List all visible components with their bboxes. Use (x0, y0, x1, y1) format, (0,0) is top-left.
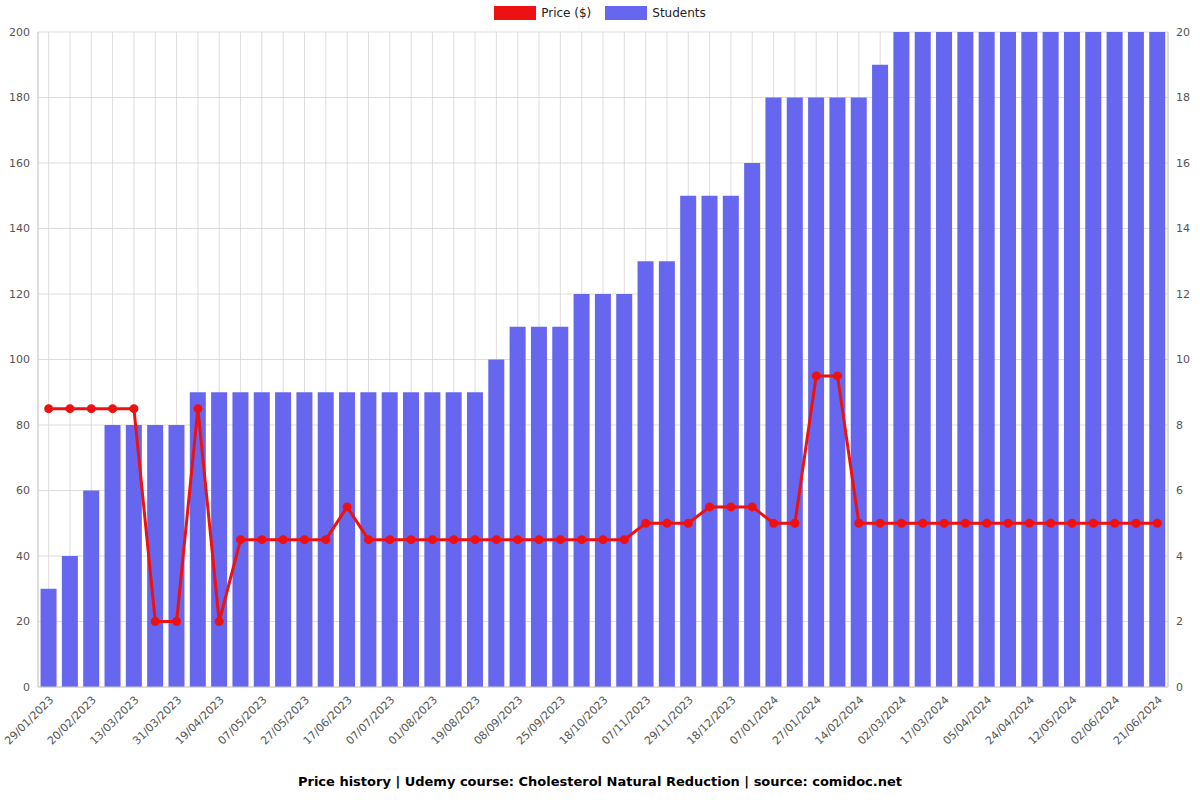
svg-text:20/02/2023: 20/02/2023 (44, 693, 99, 748)
svg-text:16: 16 (1176, 157, 1190, 170)
html-text:Students: Students (652, 6, 706, 20)
svg-text:07/11/2023: 07/11/2023 (599, 693, 654, 748)
svg-text:19/04/2023: 19/04/2023 (172, 693, 227, 748)
svg-text:200: 200 (9, 26, 30, 39)
svg-text:0: 0 (23, 681, 30, 694)
svg-text:2: 2 (1176, 615, 1183, 628)
svg-text:10: 10 (1176, 353, 1190, 366)
svg-text:01/08/2023: 01/08/2023 (386, 693, 441, 748)
svg-text:13/03/2023: 13/03/2023 (87, 693, 142, 748)
html-text:Price history | Udemy course:: Price history | Udemy course: Cholestero… (298, 774, 902, 789)
svg-text:19/08/2023: 19/08/2023 (428, 693, 483, 748)
svg-text:18/12/2023: 18/12/2023 (684, 693, 739, 748)
svg-text:12/05/2024: 12/05/2024 (1025, 693, 1080, 748)
svg-text:08/09/2023: 08/09/2023 (471, 693, 526, 748)
svg-text:05/04/2024: 05/04/2024 (940, 693, 995, 748)
svg-text:07/01/2024: 07/01/2024 (727, 693, 782, 748)
svg-text:100: 100 (9, 353, 30, 366)
svg-text:29/11/2023: 29/11/2023 (641, 693, 696, 748)
svg-text:24/04/2024: 24/04/2024 (983, 693, 1038, 748)
html-text:Price ($): Price ($) (541, 6, 592, 20)
svg-text:20: 20 (1176, 26, 1190, 39)
svg-text:20: 20 (16, 615, 30, 628)
svg-text:02/06/2024: 02/06/2024 (1068, 693, 1123, 748)
svg-text:14: 14 (1176, 222, 1190, 235)
svg-text:21/06/2024: 21/06/2024 (1111, 693, 1165, 747)
svg-text:17/03/2024: 17/03/2024 (897, 693, 952, 748)
svg-text:12: 12 (1176, 288, 1190, 301)
svg-text:18/10/2023: 18/10/2023 (556, 693, 611, 748)
svg-text:18: 18 (1176, 91, 1190, 104)
svg-text:4: 4 (1176, 550, 1183, 563)
svg-text:0: 0 (1176, 681, 1183, 694)
svg-text:80: 80 (16, 419, 30, 432)
svg-text:40: 40 (16, 550, 30, 563)
svg-text:140: 140 (9, 222, 30, 235)
svg-text:160: 160 (9, 157, 30, 170)
svg-text:07/07/2023: 07/07/2023 (343, 693, 398, 748)
svg-text:17/06/2023: 17/06/2023 (300, 693, 355, 748)
svg-text:27/01/2024: 27/01/2024 (769, 693, 824, 748)
svg-text:02/03/2024: 02/03/2024 (855, 693, 910, 748)
svg-text:60: 60 (16, 484, 30, 497)
svg-text:8: 8 (1176, 419, 1183, 432)
svg-text:27/05/2023: 27/05/2023 (258, 693, 313, 748)
svg-text:6: 6 (1176, 484, 1183, 497)
svg-text:14/02/2024: 14/02/2024 (812, 693, 867, 748)
svg-text:120: 120 (9, 288, 30, 301)
svg-text:07/05/2023: 07/05/2023 (215, 693, 270, 748)
svg-text:180: 180 (9, 91, 30, 104)
svg-text:25/09/2023: 25/09/2023 (514, 693, 568, 748)
svg-text:31/03/2023: 31/03/2023 (130, 693, 185, 748)
